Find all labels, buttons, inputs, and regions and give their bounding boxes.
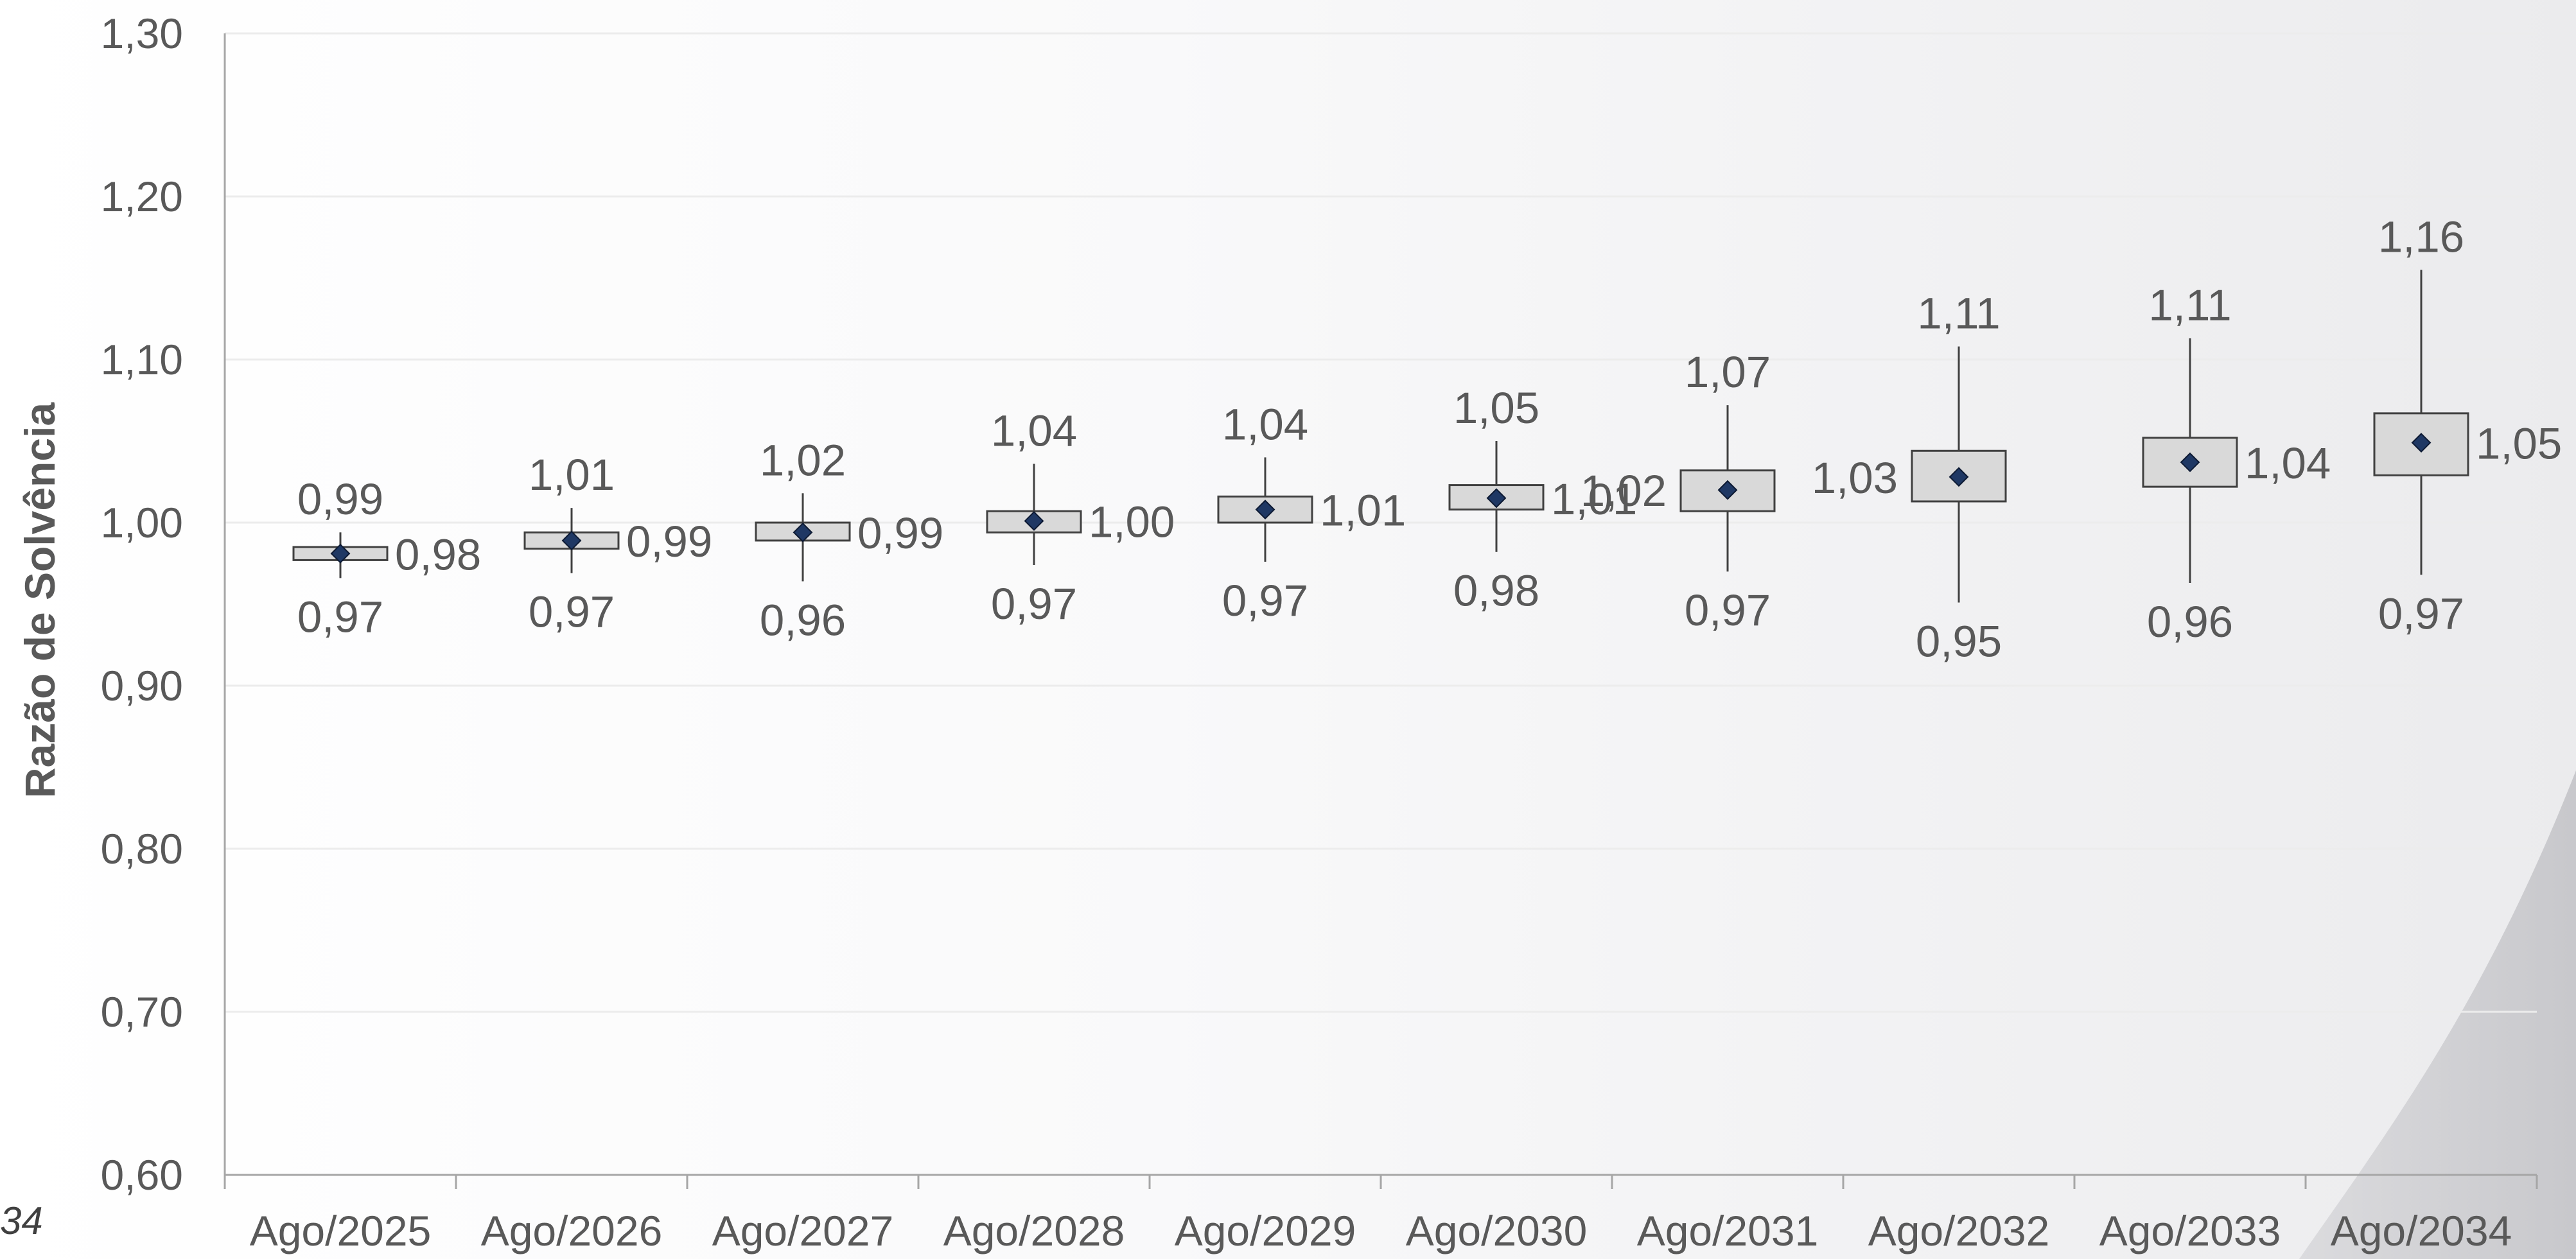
mean-label: 1,05 — [2476, 419, 2562, 469]
min-label: 0,98 — [1453, 566, 1539, 616]
mean-label: 1,00 — [1089, 497, 1175, 546]
x-tick-label: Ago/2026 — [481, 1207, 663, 1255]
mean-label: 1,01 — [1320, 486, 1406, 535]
mean-marker — [1255, 499, 1275, 520]
max-label: 1,04 — [991, 406, 1077, 456]
max-label: 1,16 — [2378, 212, 2464, 261]
max-label: 1,11 — [2148, 281, 2231, 330]
x-tick-label: Ago/2028 — [943, 1207, 1125, 1255]
y-tick-label: 0,90 — [101, 662, 183, 709]
x-tick-label: Ago/2032 — [1868, 1207, 2050, 1255]
min-label: 0,95 — [1916, 616, 2002, 666]
min-label: 0,97 — [1222, 576, 1308, 625]
x-tick-label: Ago/2030 — [1406, 1207, 1588, 1255]
x-tick-label: Ago/2029 — [1175, 1207, 1356, 1255]
y-tick-label: 0,80 — [101, 825, 183, 873]
mean-marker — [1024, 511, 1044, 531]
mean-label: 0,99 — [857, 508, 943, 558]
min-label: 0,97 — [2378, 589, 2464, 638]
axes: 0,60 0,70 0,80 0,90 1,00 1,10 1,20 1,30 Ago/2025… — [101, 10, 2538, 1255]
min-label: 0,96 — [760, 595, 846, 645]
box — [2373, 412, 2469, 476]
min-label: 0,97 — [991, 579, 1077, 629]
page-number: 34 — [0, 1199, 43, 1242]
x-tick-label: Ago/2031 — [1637, 1207, 1819, 1255]
max-label: 1,02 — [760, 435, 846, 485]
y-axis-title: Razão de Solvência — [16, 402, 64, 799]
mean-label: 1,01 — [1551, 474, 1637, 524]
y-tick-label: 1,00 — [101, 499, 183, 546]
max-label: 1,07 — [1685, 347, 1771, 397]
y-tick-label: 1,30 — [101, 10, 183, 57]
mean-marker — [2411, 433, 2431, 453]
max-label: 0,99 — [297, 474, 383, 524]
mean-label: 0,98 — [395, 530, 481, 579]
mean-marker — [2180, 452, 2200, 473]
y-tick-label: 1,20 — [101, 173, 183, 220]
mean-marker — [330, 543, 351, 564]
mean-marker — [561, 530, 582, 551]
data-labels: 0,990,970,981,010,970,991,020,960,991,04… — [297, 212, 2562, 666]
mean-marker — [1949, 467, 1969, 487]
grid-lines — [225, 32, 2537, 1013]
min-label: 0,96 — [2147, 597, 2233, 647]
mean-label: 1,04 — [2245, 438, 2331, 488]
mean-marker — [793, 522, 813, 543]
mean-label: 1,03 — [1812, 453, 1898, 503]
x-tick-label: Ago/2034 — [2331, 1207, 2512, 1255]
background-swoosh — [2299, 770, 2576, 1259]
min-label: 0,97 — [1685, 586, 1771, 635]
mean-label: 1,02 — [1581, 466, 1667, 516]
max-label: 1,11 — [1917, 289, 2000, 338]
max-label: 1,05 — [1453, 383, 1539, 433]
mean-marker — [1717, 480, 1738, 500]
mean-label: 0,99 — [626, 517, 712, 566]
mean-marker — [1486, 488, 1507, 508]
x-tick-label: Ago/2033 — [2099, 1207, 2281, 1255]
boxes — [292, 270, 2469, 603]
max-label: 1,04 — [1222, 399, 1308, 449]
x-tick-label: Ago/2025 — [250, 1207, 432, 1255]
y-tick-label: 0,60 — [101, 1151, 183, 1199]
y-tick-label: 0,70 — [101, 988, 183, 1036]
y-tick-label: 1,10 — [101, 336, 183, 383]
max-label: 1,01 — [529, 450, 615, 499]
min-label: 0,97 — [529, 587, 615, 637]
x-tick-label: Ago/2027 — [712, 1207, 894, 1255]
min-label: 0,97 — [297, 592, 383, 641]
